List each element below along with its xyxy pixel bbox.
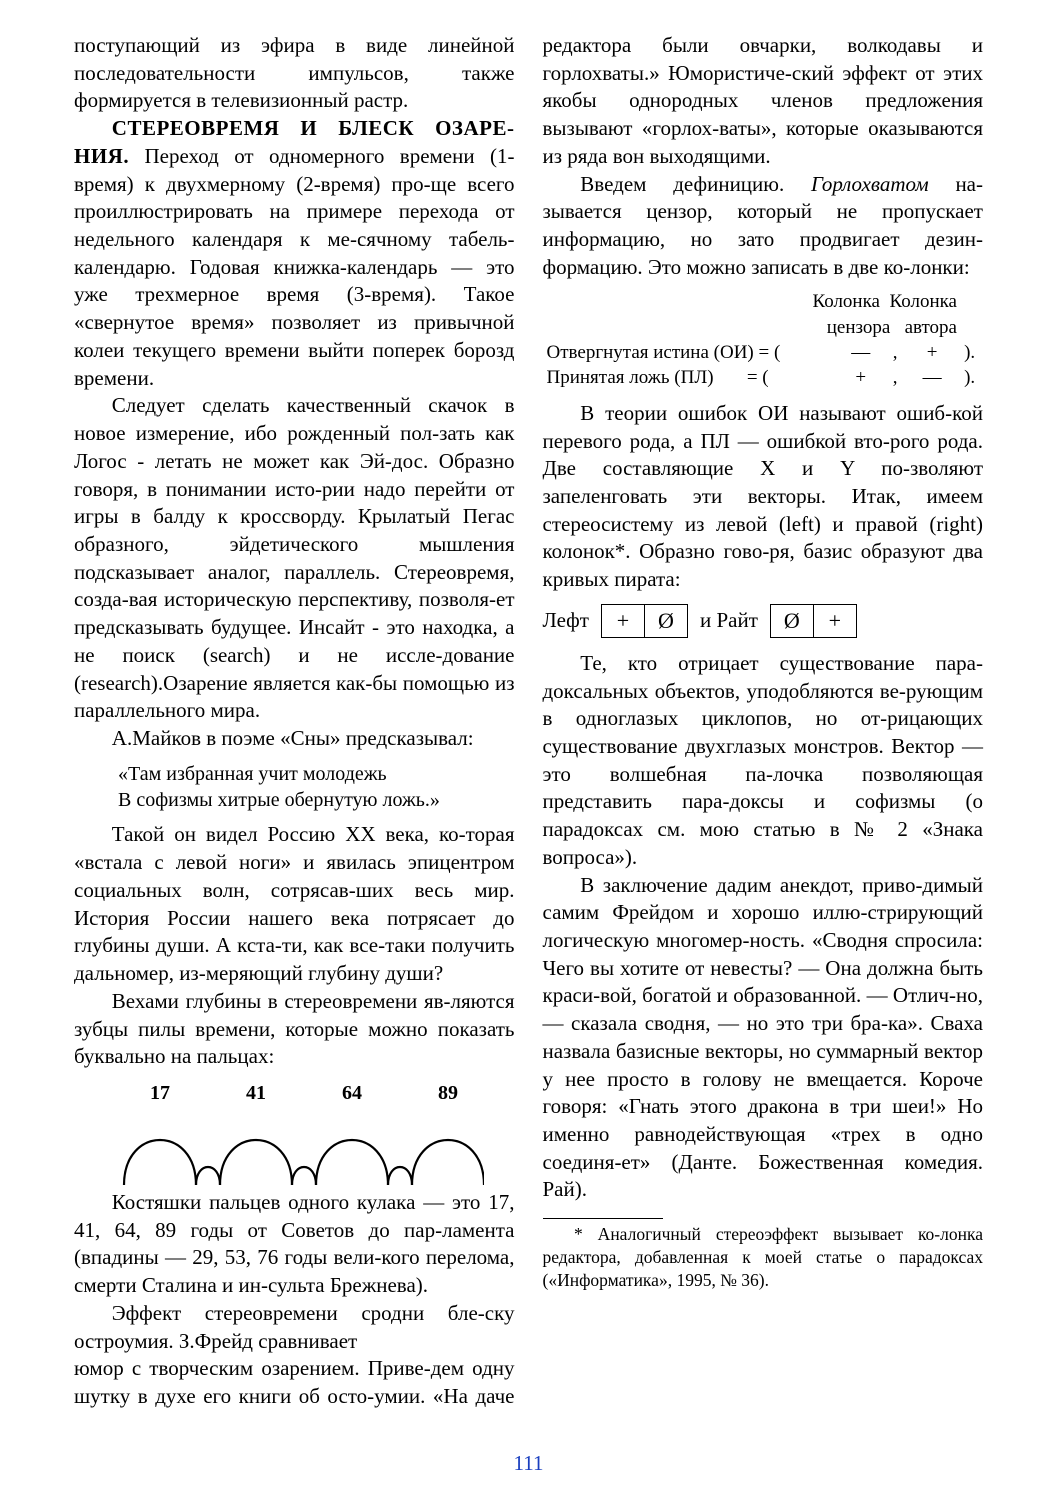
col-head: Колонка: [889, 291, 957, 312]
table-body: Отвергнутая истина (ОИ) = ( — , + ). При…: [543, 340, 984, 390]
paragraph: поступающий из эфира в виде линейной пос…: [74, 32, 515, 115]
cell: ).: [960, 340, 983, 365]
table-row: Отвергнутая истина (ОИ) = ( — , + ).: [543, 340, 984, 365]
footnote-separator: [543, 1218, 663, 1219]
cell: +: [904, 340, 960, 365]
table-row: Принятая ложь (ПЛ) = ( + , — ).: [543, 365, 984, 390]
paragraph: В заключение дадим анекдот, приво-димый …: [543, 872, 984, 1205]
censor-table: Колонка Колонка цензора автора Отвергнут…: [543, 289, 984, 389]
col-sub: цензора: [827, 317, 891, 338]
box-cell: +: [602, 605, 645, 637]
knuckle-svg: 17 41 64 89: [104, 1077, 484, 1187]
cell: ,: [889, 365, 904, 390]
paragraph: Такой он видел Россию XX века, ко-торая …: [74, 821, 515, 987]
quote-line: В софизмы хитрые обернутую ложь.»: [118, 787, 515, 813]
cell: +: [833, 365, 889, 390]
knuckle-label: 17: [150, 1082, 170, 1104]
table-header: Колонка Колонка: [543, 289, 984, 314]
paragraph: Те, кто отрицает существование пара-докс…: [543, 650, 984, 872]
page: поступающий из эфира в виде линейной пос…: [0, 0, 1057, 1500]
cell: —: [904, 365, 960, 390]
left-box: + Ø: [601, 604, 688, 638]
knuckle-label: 64: [342, 1082, 362, 1104]
paragraph: Введем дефиницию. Горлохватом на-зываетс…: [543, 171, 984, 282]
box-cell: Ø: [645, 605, 687, 637]
paragraph: В теории ошибок ОИ называют ошиб-кой пер…: [543, 400, 984, 594]
italic-term: Горлохватом: [811, 172, 929, 196]
paragraph: Эффект стереовремени сродни бле-ску остр…: [74, 1300, 515, 1355]
paragraph: А.Майков в поэме «Сны» предсказывал:: [74, 725, 515, 753]
cell: —: [833, 340, 889, 365]
box-cell: +: [814, 605, 856, 637]
col-sub: автора: [905, 317, 957, 338]
text-columns: поступающий из эфира в виде линейной пос…: [74, 32, 983, 1422]
cell: ).: [960, 365, 983, 390]
right-box: Ø +: [770, 604, 857, 638]
cell: Отвергнутая истина (ОИ) = (: [543, 340, 833, 365]
paragraph: Костяшки пальцев одного кулака — это 17,…: [74, 1189, 515, 1300]
quote-line: «Там избранная учит молодежь: [118, 761, 515, 787]
mid-label: и Райт: [700, 607, 758, 635]
knuckle-label: 89: [438, 1082, 458, 1104]
cell: ,: [889, 340, 904, 365]
table-subheader: цензора автора: [543, 315, 984, 340]
footnote: * Аналогичный стереоэффект вызывает ко-л…: [543, 1223, 984, 1292]
knuckle-diagram: 17 41 64 89: [74, 1077, 515, 1187]
paragraph-text: Переход от одномерного времени (1-время)…: [74, 144, 515, 390]
paragraph: СТЕРЕОВРЕМЯ И БЛЕСК ОЗАРЕ-НИЯ. Переход о…: [74, 115, 515, 392]
left-right-boxes: Лефт + Ø и Райт Ø +: [543, 604, 984, 638]
block-quote: «Там избранная учит молодежь В софизмы х…: [118, 761, 515, 814]
box-cell: Ø: [771, 605, 814, 637]
text: Введем дефиницию.: [580, 172, 811, 196]
paragraph: Вехами глубины в стереовремени яв-ляются…: [74, 988, 515, 1071]
page-number: 111: [0, 1450, 1057, 1478]
cell: Принятая ложь (ПЛ) = (: [543, 365, 833, 390]
col-head: Колонка: [812, 291, 880, 312]
left-label: Лефт: [543, 607, 589, 635]
knuckle-label: 41: [246, 1082, 266, 1104]
paragraph: Следует сделать качественный скачок в но…: [74, 392, 515, 725]
